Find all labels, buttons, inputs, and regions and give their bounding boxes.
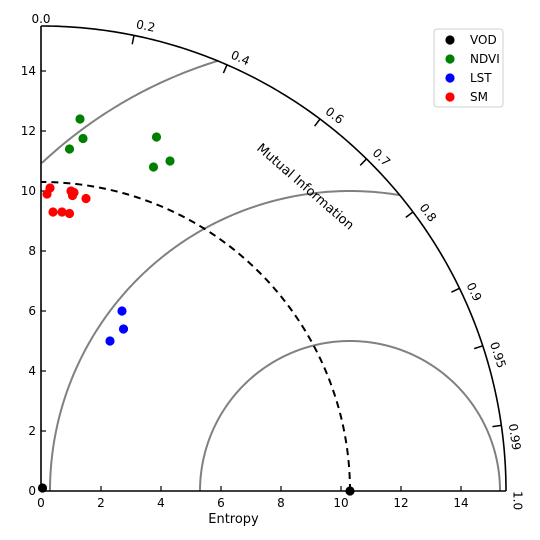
correlation-tick: [131, 35, 135, 45]
x-tick-label: 8: [277, 496, 285, 510]
x-axis-label: Entropy: [208, 512, 259, 527]
data-point-ndvi: [165, 156, 175, 166]
legend-marker-ndvi: [445, 54, 455, 64]
y-tick-label: 6: [28, 304, 36, 318]
data-point-sm: [81, 193, 91, 204]
x-tick-label: 2: [97, 496, 105, 510]
entropy-arc: [49, 189, 400, 492]
entropy-arc: [41, 59, 218, 164]
data-point-lst: [118, 324, 129, 334]
legend-label-sm: SM: [470, 90, 488, 104]
correlation-tick-label: 0.2: [135, 17, 157, 35]
correlation-tick: [222, 64, 228, 74]
axes: [40, 25, 507, 492]
y-tick-label: 12: [21, 124, 36, 138]
corner-label: 0.0: [31, 12, 50, 26]
y-tick-label: 4: [28, 364, 36, 378]
correlation-tick-label: 0.9: [464, 280, 485, 303]
x-tick-label: 14: [453, 496, 468, 510]
data-point-ndvi: [78, 133, 88, 144]
legend-marker-vod: [445, 35, 455, 45]
x-tick-label: 0: [37, 496, 45, 510]
data-point-lst: [117, 306, 127, 316]
data-point-ndvi: [75, 114, 85, 124]
correlation-tick: [451, 287, 460, 293]
correlation-tick: [314, 118, 321, 127]
y-tick-label: 8: [28, 244, 36, 258]
data-points: [37, 114, 355, 496]
legend-box: [433, 28, 504, 108]
x-tick-label: 4: [157, 496, 165, 510]
correlation-tick: [405, 211, 414, 218]
data-point-lst: [105, 336, 115, 346]
data-point-ndvi: [151, 132, 162, 142]
data-point-sm: [57, 207, 67, 217]
legend-marker-lst: [445, 73, 455, 83]
y-tick-label: 10: [21, 184, 36, 198]
reference-arc: [40, 181, 351, 492]
entropy-arc: [199, 340, 501, 491]
correlation-tick-label: 0.95: [487, 340, 509, 370]
data-point-sm: [67, 190, 78, 201]
correlation-tick-label: 0.99: [506, 423, 524, 451]
correlation-tick: [359, 158, 368, 166]
legend-label-lst: LST: [470, 71, 492, 85]
legend-label-vod: VOD: [470, 33, 497, 47]
legend-marker-sm: [445, 92, 455, 102]
arc-axis-label: Mutual Information: [253, 141, 356, 234]
x-tick-label: 10: [333, 496, 348, 510]
data-point-vod: [345, 486, 355, 496]
legend-label-ndvi: NDVI: [470, 52, 500, 66]
data-point-ndvi: [64, 144, 75, 154]
legend: VOD NDVI LST SM: [433, 28, 504, 108]
correlation-tick-label: 0.4: [229, 48, 252, 68]
y-tick-label: 0: [28, 484, 36, 498]
correlation-tick: [473, 345, 483, 350]
data-point-sm: [48, 207, 58, 217]
x-tick-label: 12: [393, 496, 408, 510]
y-tick-label: 2: [28, 424, 36, 438]
entropy-arcs: [40, 59, 501, 492]
data-point-ndvi: [148, 162, 159, 172]
data-point-sm: [64, 208, 75, 219]
outer-arc: [40, 25, 507, 492]
correlation-tick: [492, 424, 502, 428]
y-tick-label: 14: [21, 64, 36, 78]
data-point-vod: [37, 483, 48, 493]
data-point-sm: [42, 189, 52, 199]
x-tick-label: 6: [217, 496, 225, 510]
correlation-tick-label: 1.0: [511, 491, 525, 510]
